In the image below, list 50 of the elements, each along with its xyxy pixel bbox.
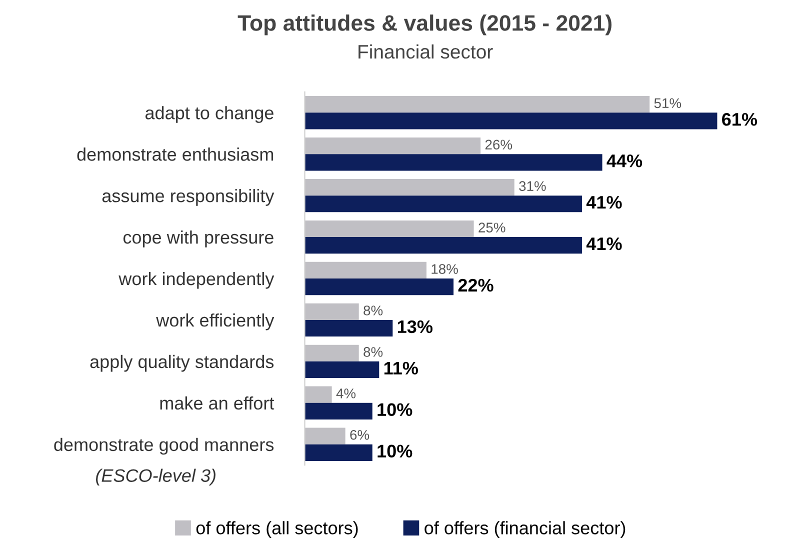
data-label: 31% xyxy=(519,181,546,192)
bar xyxy=(304,220,474,238)
text: (ESCO-level 3) xyxy=(96,468,216,486)
bar xyxy=(304,138,481,154)
data-label: 4% xyxy=(336,388,356,398)
bar xyxy=(304,444,372,461)
bar xyxy=(304,278,454,296)
bar xyxy=(304,344,359,362)
data-label: 41% xyxy=(586,237,622,250)
data-label: 41% xyxy=(586,196,622,209)
data-label: 8% xyxy=(364,306,383,316)
bar xyxy=(304,96,650,113)
data-label: 13% xyxy=(398,320,432,334)
bar xyxy=(304,303,359,320)
y-tick-label: demonstrate enthusiasm xyxy=(77,148,274,161)
data-label: 22% xyxy=(458,278,494,292)
y-tick-label: work efficiently xyxy=(156,313,274,330)
data-label: 10% xyxy=(378,403,412,416)
bar xyxy=(304,386,332,403)
data-label: 11% xyxy=(384,362,418,375)
data-label: 18% xyxy=(432,264,458,274)
chart-subtitle: Financial sector xyxy=(358,44,493,59)
bar xyxy=(304,237,582,254)
bar xyxy=(304,178,514,196)
bar xyxy=(304,402,372,420)
bar xyxy=(304,428,346,444)
bar xyxy=(304,196,582,212)
bar xyxy=(304,112,718,130)
y-tick-label: apply quality standards xyxy=(90,354,274,372)
y-tick-label: adapt to change xyxy=(145,106,274,123)
bar xyxy=(304,361,380,378)
data-label: 61% xyxy=(722,112,758,126)
data-label: 8% xyxy=(364,347,383,357)
y-tick-label: assume responsibility xyxy=(102,189,274,206)
bar xyxy=(304,320,393,337)
y-tick-label: make an effort xyxy=(160,396,274,410)
data-label: 25% xyxy=(478,222,506,232)
data-label: 26% xyxy=(485,140,512,150)
data-label: 6% xyxy=(350,430,370,440)
y-tick-label: cope with pressure xyxy=(123,230,274,248)
bar xyxy=(304,154,602,171)
data-label: 10% xyxy=(378,444,412,458)
y-tick-label: work independently xyxy=(118,272,274,289)
legend-label: of offers (financial sector) xyxy=(424,521,626,538)
bar xyxy=(304,262,426,278)
data-label: 51% xyxy=(654,98,682,108)
y-tick-label: demonstrate good manners xyxy=(54,438,274,455)
legend-label: of offers (all sectors) xyxy=(196,521,358,538)
chart-title: Top attitudes & values (2015 - 2021) xyxy=(238,14,612,36)
data-label: 44% xyxy=(606,154,642,168)
